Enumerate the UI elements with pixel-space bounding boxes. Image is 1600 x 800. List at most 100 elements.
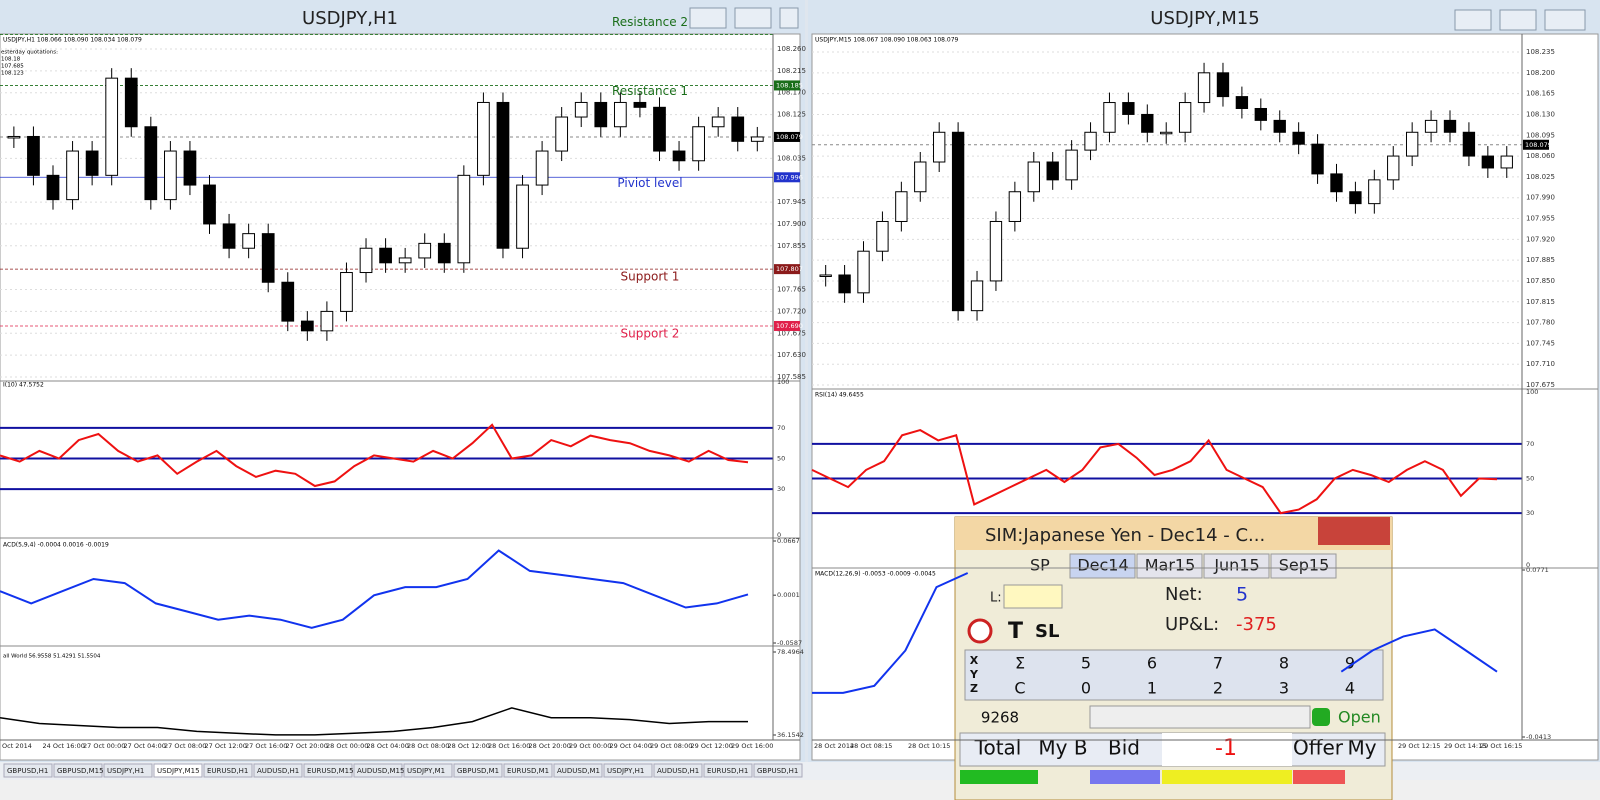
- minimize[interactable]: [1454, 9, 1492, 31]
- candle: [692, 126, 705, 162]
- price-input[interactable]: [1003, 584, 1063, 609]
- label: Support 1: [621, 270, 680, 284]
- tab[interactable]: [3, 763, 53, 778]
- label: My B: [1038, 736, 1087, 760]
- cell: [1162, 770, 1292, 784]
- label: 108.200: [1526, 69, 1555, 77]
- label: 108.060: [1526, 152, 1555, 160]
- candle: [496, 101, 510, 249]
- tab[interactable]: [503, 763, 553, 778]
- label: 28 Oct 12:00: [448, 742, 490, 750]
- label: 108.123: [1, 71, 24, 77]
- candle: [731, 116, 745, 142]
- sim-panel: SIM:Japanese Yen - Dec14 - C... SP Dec14 Ma…: [954, 516, 1393, 800]
- tab[interactable]: [553, 763, 603, 778]
- tab[interactable]: [453, 763, 503, 778]
- tab[interactable]: [303, 763, 353, 778]
- candle: [1330, 173, 1343, 193]
- label: 8: [1279, 654, 1289, 673]
- label: 107.850: [1526, 277, 1555, 285]
- price-box: [774, 80, 800, 91]
- close[interactable]: [1544, 9, 1586, 31]
- label: 107.630: [777, 351, 806, 359]
- candle: [1122, 102, 1135, 115]
- candle: [574, 101, 588, 118]
- label: Y: [969, 668, 979, 681]
- label: 3: [1279, 679, 1289, 698]
- tab[interactable]: [653, 763, 703, 778]
- candle: [933, 131, 946, 163]
- month-tab[interactable]: [1136, 553, 1203, 579]
- candle: [1462, 131, 1476, 157]
- label: X: [970, 654, 979, 667]
- label: Dec14: [1077, 556, 1128, 575]
- close[interactable]: [779, 7, 799, 29]
- label: 70: [777, 424, 785, 432]
- label: 107.745: [1526, 339, 1555, 347]
- candle: [951, 131, 965, 312]
- tab[interactable]: [353, 763, 403, 778]
- last-cell: [1162, 733, 1292, 766]
- label: Support 2: [621, 326, 680, 340]
- tab[interactable]: [53, 763, 103, 778]
- label: 24 Oct 16:00: [43, 742, 85, 750]
- candle: [1500, 155, 1513, 169]
- label: 107.815: [1526, 298, 1555, 306]
- maximize[interactable]: [734, 7, 772, 29]
- label: USDJPY,H1: [302, 8, 398, 29]
- label: 107.765: [777, 286, 806, 294]
- candle: [27, 135, 40, 176]
- label: 107.585: [777, 373, 806, 381]
- sim-close[interactable]: [1318, 517, 1390, 545]
- label: 78.4964: [777, 648, 804, 656]
- month-tab[interactable]: [1270, 553, 1337, 579]
- label: 29 Oct 16:15: [1480, 742, 1522, 750]
- label: Total: [974, 736, 1022, 760]
- label: 100: [777, 378, 789, 386]
- label: My: [1347, 736, 1376, 760]
- tab[interactable]: [703, 763, 753, 778]
- label: 107.990: [1526, 194, 1555, 202]
- label: SIM:Japanese Yen - Dec14 - C...: [985, 525, 1265, 546]
- label: EURUSD,H1: [207, 767, 248, 775]
- month-tab[interactable]: [1069, 553, 1136, 579]
- tab[interactable]: [403, 763, 453, 778]
- candle: [1368, 179, 1381, 205]
- candle: [379, 247, 392, 264]
- tab[interactable]: [103, 763, 153, 778]
- label: 28 Oct 2014: [814, 742, 854, 750]
- price-box: [774, 264, 800, 275]
- candle: [1387, 155, 1400, 181]
- candle: [477, 101, 490, 176]
- label: 27 Oct 08:00: [164, 742, 206, 750]
- label: Open: [1338, 708, 1381, 727]
- label: 107.685: [1, 64, 24, 70]
- label: GBPUSD,H1: [7, 767, 48, 775]
- tab[interactable]: [153, 763, 203, 778]
- maximize[interactable]: [1499, 9, 1537, 31]
- candle: [183, 150, 197, 186]
- tab[interactable]: [253, 763, 303, 778]
- candle: [222, 223, 236, 249]
- label: USDJPY,M1: [407, 767, 445, 775]
- label: 107.885: [1526, 256, 1555, 264]
- tab[interactable]: [603, 763, 653, 778]
- minimize[interactable]: [689, 7, 727, 29]
- cancel-button[interactable]: [967, 618, 993, 644]
- label: Σ: [1015, 654, 1025, 673]
- label: Jun15: [1213, 556, 1259, 575]
- candle: [1008, 191, 1022, 222]
- label: 50: [1526, 475, 1534, 483]
- candle: [594, 101, 608, 128]
- label: C: [1014, 679, 1025, 698]
- label: Piviot level: [617, 176, 682, 190]
- label: Bid: [1108, 736, 1140, 760]
- month-tab[interactable]: [1203, 553, 1270, 579]
- up-button[interactable]: [1089, 705, 1311, 729]
- label: L:: [990, 591, 1002, 606]
- candle: [398, 257, 412, 264]
- tab[interactable]: [753, 763, 803, 778]
- label: 1: [1147, 679, 1157, 698]
- tab[interactable]: [203, 763, 253, 778]
